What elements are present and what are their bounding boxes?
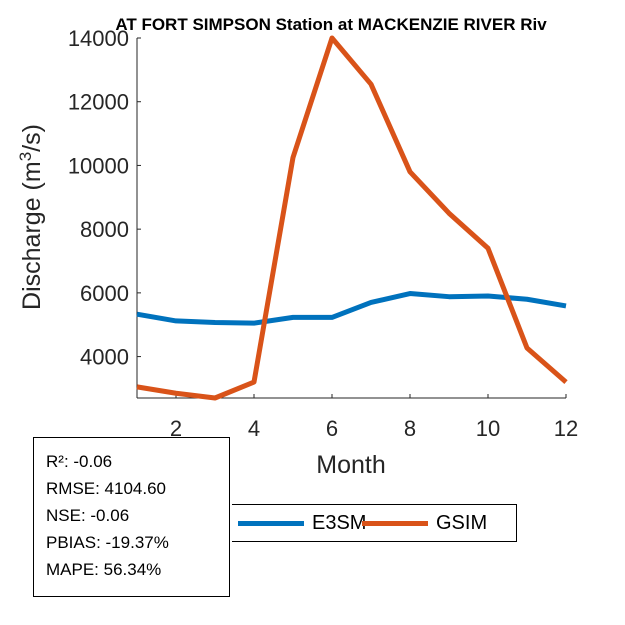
y-tick-label: 10000: [68, 153, 129, 178]
legend-label-e3sm: E3SM: [312, 511, 367, 534]
y-tick-label: 14000: [68, 26, 129, 51]
y-tick-label: 8000: [80, 217, 129, 242]
chart-title: AT FORT SIMPSON Station at MACKENZIE RIV…: [115, 15, 547, 34]
x-tick-label: 6: [326, 416, 338, 441]
y-tick-label: 4000: [80, 345, 129, 370]
legend-item-gsim: GSIM: [362, 505, 487, 541]
x-axis-label: Month: [316, 451, 385, 479]
legend-item-e3sm: E3SM: [238, 505, 366, 541]
stat-r2: R²: -0.06: [46, 452, 113, 471]
y-tick-label: 12000: [68, 90, 129, 115]
legend: E3SM GSIM: [232, 504, 517, 542]
plot-area: 2 4 6 8 10 12 4000 6000 8000 10000 12000 14000: [68, 26, 578, 441]
stats-box: R²: -0.06 RMSE: 4104.60 NSE: -0.06 PBIAS…: [33, 437, 230, 597]
series-line-e3sm: [136, 291, 567, 326]
x-tick-label: 4: [248, 416, 260, 441]
stat-mape: MAPE: 56.34%: [46, 560, 162, 579]
x-tick-label: 8: [404, 416, 416, 441]
legend-swatch-e3sm: [238, 520, 304, 526]
x-tick-label: 10: [476, 416, 500, 441]
x-tick-label: 12: [554, 416, 578, 441]
legend-swatch-gsim: [362, 520, 428, 526]
legend-label-gsim: GSIM: [436, 511, 488, 534]
series-line-gsim: [136, 35, 568, 401]
stat-rmse: RMSE: 4104.60: [46, 479, 167, 498]
stat-nse: NSE: -0.06: [46, 506, 130, 525]
y-tick-label: 6000: [80, 281, 129, 306]
y-axis-label: Discharge (m3/s): [16, 124, 47, 310]
stat-pbias: PBIAS: -19.37%: [46, 533, 169, 552]
x-tick-label: 2: [170, 416, 182, 441]
